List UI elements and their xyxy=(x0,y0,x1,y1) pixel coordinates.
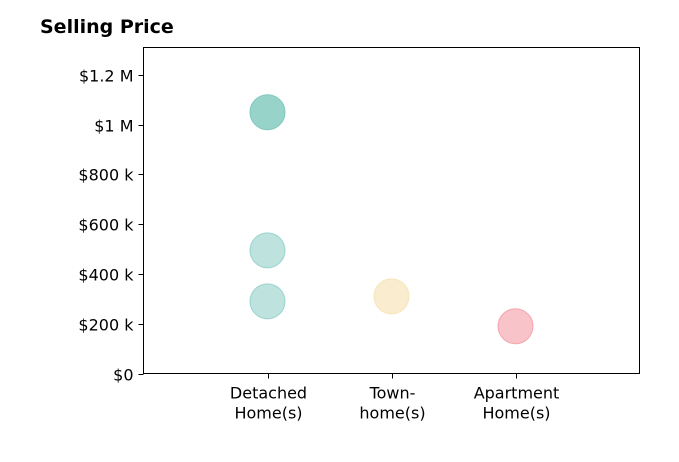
data-point xyxy=(373,278,410,315)
x-tick-label: Apartment Home(s) xyxy=(474,384,560,423)
y-tick-label: $200 k xyxy=(78,316,134,335)
y-axis: $0 $200 k $400 k $600 k $800 k $1 M $1.2 M xyxy=(78,67,144,385)
y-tick-label: $600 k xyxy=(78,216,134,235)
y-tick-label: $0 xyxy=(113,366,133,385)
plot-frame xyxy=(143,47,640,374)
data-point xyxy=(249,283,286,320)
data-point xyxy=(249,232,286,269)
x-tick-label: Detached Home(s) xyxy=(230,384,307,423)
y-tick-label: $400 k xyxy=(78,266,134,285)
data-point xyxy=(497,308,534,345)
x-tick-label: Town-home(s) xyxy=(359,384,425,423)
y-tick-label: $1 M xyxy=(94,117,133,136)
y-tick-label: $800 k xyxy=(78,166,134,185)
points-layer xyxy=(249,94,534,345)
data-point xyxy=(249,94,286,131)
chart-title: Selling Price xyxy=(40,16,174,38)
x-axis: Detached Home(s) Town-home(s) Apartment Home… xyxy=(230,373,560,423)
y-tick-label: $1.2 M xyxy=(79,67,134,86)
